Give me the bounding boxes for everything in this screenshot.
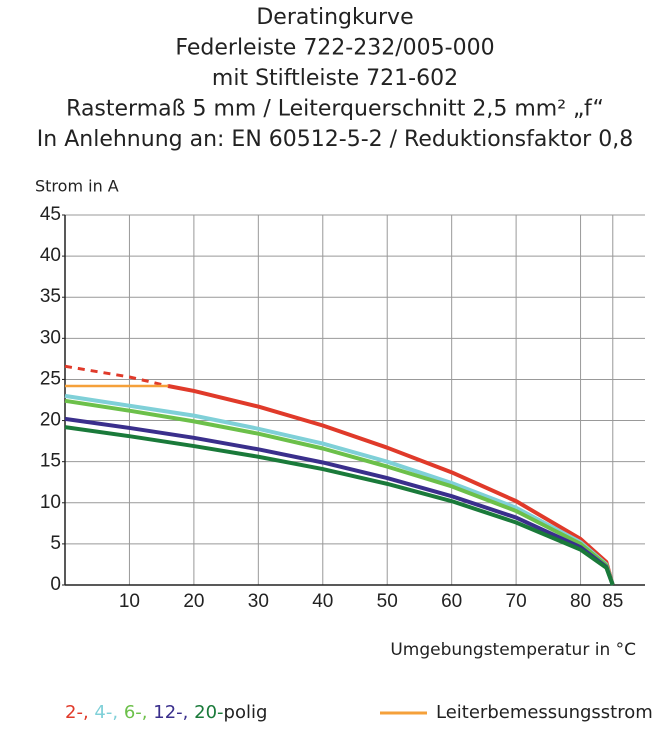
y-tick-label: 30 [40, 327, 61, 348]
legend-separator: , [83, 702, 89, 723]
y-tick-label: 10 [40, 492, 61, 513]
legend: 2-, 4-, 6-, 12-, 20-polig [65, 702, 267, 723]
legend-entry: 4- [94, 702, 112, 723]
x-tick-label: 40 [312, 591, 333, 612]
x-tick-label: 20 [183, 591, 204, 612]
y-tick-label: 40 [40, 245, 61, 266]
y-tick-label: 0 [50, 574, 61, 595]
x-tick-label: 50 [377, 591, 398, 612]
data-line [64, 364, 169, 388]
y-tick-label: 5 [50, 533, 61, 554]
data-line [64, 425, 615, 586]
legend-entry: 2- [65, 702, 83, 723]
x-tick-label: 60 [441, 591, 462, 612]
chart-title: In Anlehnung an: EN 60512-5-2 / Reduktio… [37, 127, 633, 152]
x-tick-label: 70 [506, 591, 527, 612]
legend-entry: Leiterbemessungsstrom [436, 702, 653, 723]
chart-title: Deratingkurve [256, 5, 413, 30]
legend-entry: 20- [194, 702, 223, 723]
y-tick-label: 15 [40, 451, 61, 472]
data-line [64, 398, 615, 586]
chart-title: Rastermaß 5 mm / Leiterquerschnitt 2,5 m… [66, 97, 604, 122]
x-tick-label: 85 [602, 591, 623, 612]
legend-separator: , [142, 702, 148, 723]
legend-suffix: polig [224, 702, 268, 723]
legend-separator: , [183, 702, 189, 723]
x-tick-label: 10 [119, 591, 140, 612]
chart-title: Federleiste 722-232/005-000 [175, 36, 494, 61]
legend-entry: 12- [153, 702, 182, 723]
data-line [64, 393, 615, 586]
y-tick-label: 45 [40, 204, 61, 225]
chart-title: mit Stiftleiste 721-602 [212, 66, 458, 91]
y-tick-label: 35 [40, 286, 61, 307]
y-tick-label: 25 [40, 368, 61, 389]
x-axis-label: Umgebungstemperatur in °C [390, 640, 636, 660]
y-tick-label: 20 [40, 410, 61, 431]
x-tick-label: 30 [248, 591, 269, 612]
data-line [64, 416, 615, 586]
y-axis-label: Strom in A [35, 177, 119, 196]
legend-entry: 6- [124, 702, 142, 723]
data-line [167, 384, 615, 586]
x-tick-label: 80 [570, 591, 591, 612]
legend-separator: , [112, 702, 118, 723]
